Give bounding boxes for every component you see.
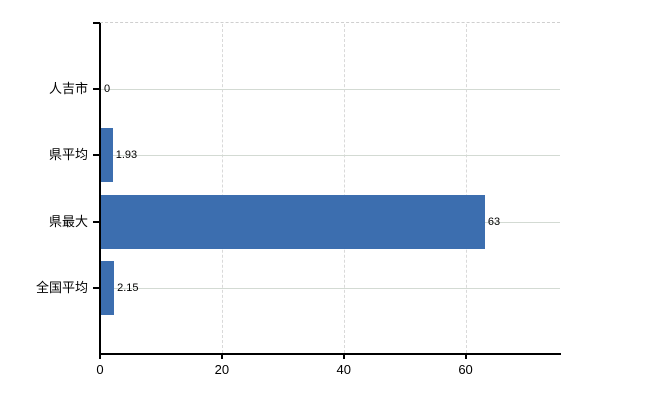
y-axis-tick: [93, 286, 100, 289]
x-gridline: [343, 24, 345, 353]
y-axis-tick: [93, 220, 100, 223]
value-label: 0: [104, 83, 111, 96]
x-tick-label: 60: [458, 362, 473, 377]
x-gridline: [465, 24, 467, 353]
category-label: 県最大: [48, 213, 88, 229]
value-label: 2.15: [117, 281, 139, 294]
y-gridline: [101, 287, 560, 289]
x-axis: [99, 353, 561, 355]
y-axis-top-tick: [93, 22, 100, 24]
x-axis-tick: [220, 354, 223, 359]
x-tick-label: 0: [96, 362, 104, 377]
x-tick-label: 40: [336, 362, 351, 377]
y-axis-tick: [93, 154, 100, 157]
category-label: 県平均: [48, 147, 88, 163]
plot-top-border: [100, 22, 560, 23]
value-label: 1.93: [115, 149, 138, 162]
y-gridline: [101, 155, 560, 157]
value-label: 63: [487, 215, 501, 228]
category-label: 全国平均: [35, 279, 88, 295]
x-tick-label: 20: [214, 362, 230, 377]
chart-bar: [101, 128, 113, 183]
chart-bar: [101, 260, 114, 315]
category-label: 人吉市: [48, 81, 88, 97]
y-axis-tick: [93, 88, 100, 91]
x-axis-tick: [342, 354, 345, 359]
y-gridline: [101, 89, 560, 91]
x-axis-tick: [464, 354, 467, 359]
y-axis: [99, 23, 101, 359]
chart-bar: [101, 194, 485, 249]
x-gridline: [221, 24, 223, 353]
